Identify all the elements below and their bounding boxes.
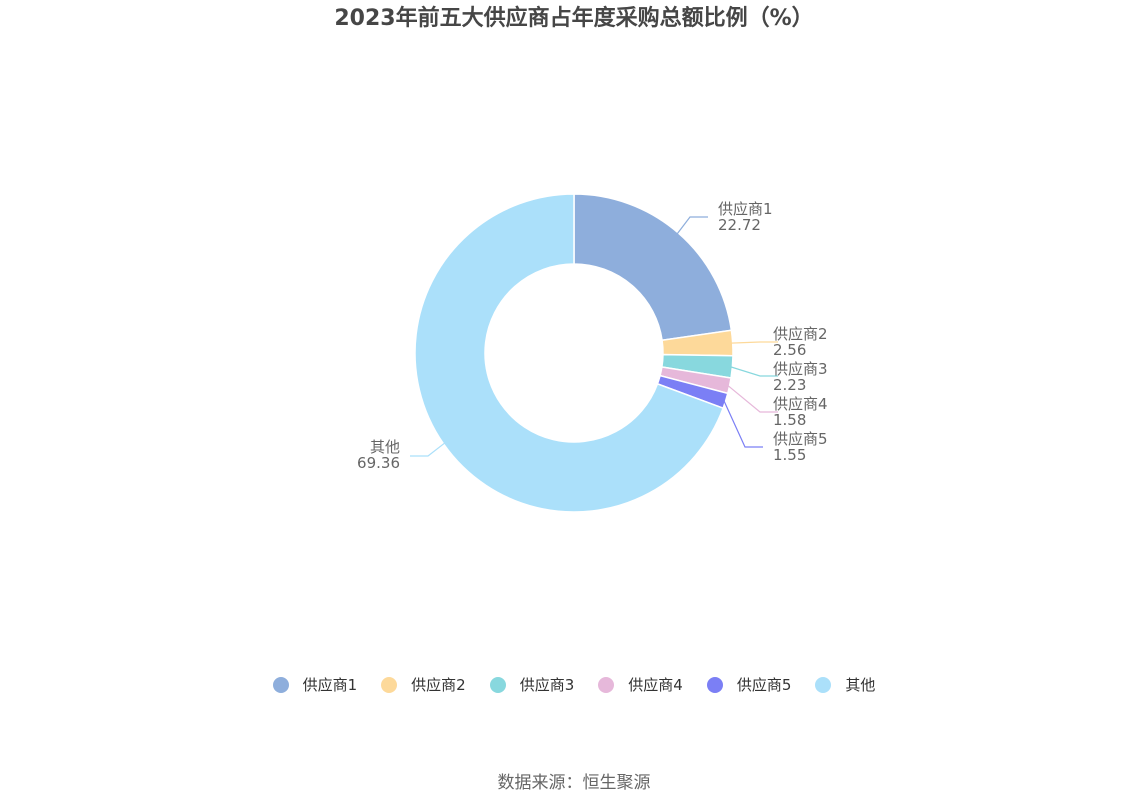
legend-label: 其他 [845, 676, 876, 694]
legend-marker-icon [489, 676, 506, 693]
legend-label: 供应商1 [302, 676, 358, 694]
slice-label-name-4: 供应商4 [773, 395, 828, 413]
legend-label: 供应商2 [411, 676, 466, 694]
legend-label: 供应商5 [736, 676, 792, 694]
slice-label-value-5: 1.55 [773, 446, 806, 464]
legend-item-4[interactable]: 供应商4 [598, 674, 683, 695]
slice-label-value-3: 2.23 [773, 376, 806, 394]
slice-label-value-1: 22.72 [718, 216, 761, 234]
legend-marker-icon [381, 676, 398, 693]
slice-label-name-6: 其他 [370, 438, 400, 456]
chart-title: 2023年前五大供应商占年度采购总额比例（%） [334, 6, 814, 31]
legend-item-1[interactable]: 供应商1 [272, 674, 358, 695]
legend-label: 供应商3 [519, 676, 575, 694]
leader-line-1 [676, 216, 708, 235]
slice-label-name-3: 供应商3 [773, 360, 828, 378]
slice-label-name-1: 供应商1 [718, 200, 773, 218]
legend-marker-icon [272, 676, 289, 693]
source-note: 数据来源：恒生聚源 [497, 773, 651, 793]
leader-line-2 [730, 341, 778, 344]
leader-line-3 [730, 366, 778, 377]
legend-marker-icon [706, 676, 723, 693]
slice-label-value-2: 2.56 [773, 341, 806, 359]
legend-label: 供应商4 [628, 676, 683, 694]
legend-item-5[interactable]: 供应商5 [706, 674, 792, 695]
slice-label-value-6: 69.36 [357, 454, 400, 472]
legend-item-6[interactable]: 其他 [815, 674, 875, 695]
leader-line-6 [410, 442, 446, 457]
slice-label-name-2: 供应商2 [773, 325, 828, 343]
legend-item-2[interactable]: 供应商2 [381, 674, 466, 695]
slice-6[interactable] [414, 193, 725, 513]
legend-marker-icon [815, 676, 832, 693]
legend-item-3[interactable]: 供应商3 [489, 674, 575, 695]
slice-1[interactable] [573, 193, 733, 342]
slice-label-value-4: 1.58 [773, 411, 806, 429]
slice-label-name-5: 供应商5 [773, 430, 828, 448]
leader-line-5 [723, 399, 763, 448]
slices-layer [414, 193, 734, 513]
legend-marker-icon [598, 676, 615, 693]
leader-line-4 [727, 384, 778, 413]
legend: 供应商1 供应商2 供应商3 供应商4 供应商5 其他 [0, 674, 1148, 695]
